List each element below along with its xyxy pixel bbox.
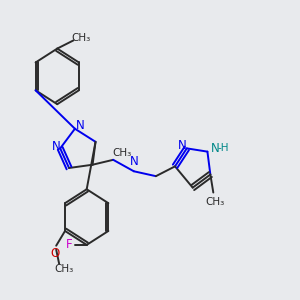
Text: N: N	[178, 139, 187, 152]
Text: N: N	[210, 142, 219, 155]
Text: F: F	[66, 238, 72, 251]
Text: CH₃: CH₃	[205, 197, 224, 207]
Text: -H: -H	[218, 143, 230, 153]
Text: N: N	[76, 119, 85, 132]
Text: CH₃: CH₃	[112, 148, 132, 158]
Text: N: N	[51, 140, 60, 153]
Text: O: O	[50, 248, 59, 260]
Text: CH₃: CH₃	[71, 33, 90, 43]
Text: N: N	[129, 155, 138, 168]
Text: CH₃: CH₃	[54, 264, 73, 274]
